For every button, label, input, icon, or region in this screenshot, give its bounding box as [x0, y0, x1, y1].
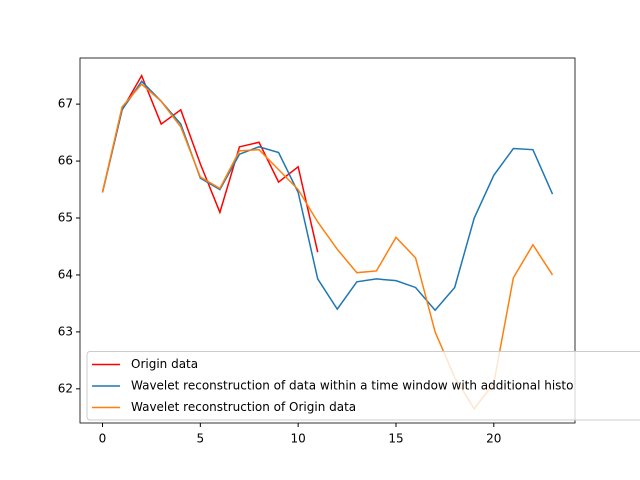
y-tick-label: 67: [58, 97, 73, 111]
legend-label: Wavelet reconstruction of Origin data: [131, 400, 356, 414]
legend-label: Origin data: [131, 357, 198, 371]
data-line: [101, 80, 554, 312]
x-tick-label: 10: [291, 432, 306, 446]
x-tick-label: 5: [197, 432, 205, 446]
legend-label: Wavelet reconstruction of data within a …: [131, 379, 573, 393]
y-tick-label: 63: [58, 324, 73, 338]
data-line: [101, 73, 319, 253]
legend-box: [86, 351, 640, 421]
x-tick-label: 20: [486, 432, 501, 446]
y-tick-label: 62: [58, 381, 73, 395]
x-tick-label: 0: [99, 432, 107, 446]
y-tick-label: 65: [58, 211, 73, 225]
y-tick-label: 64: [58, 267, 73, 281]
y-tick-label: 66: [58, 154, 73, 168]
x-tick-label: 15: [388, 432, 403, 446]
plot-frame: [79, 57, 576, 424]
